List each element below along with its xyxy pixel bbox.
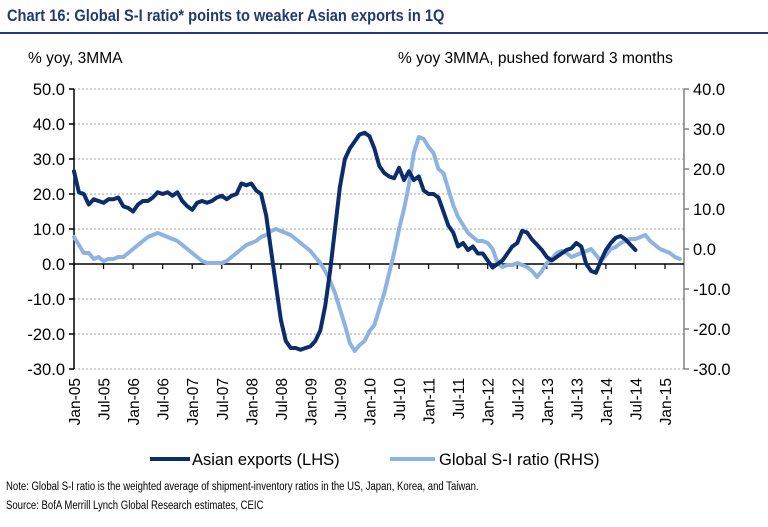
left-axis-tick-label: -30.0	[27, 361, 65, 379]
left-axis-unit-label: % yoy, 3MMA	[28, 50, 123, 67]
right-axis-tick-label: -10.0	[693, 281, 731, 299]
right-axis-tick-label: 40.0	[693, 81, 725, 99]
legend-label: Global S-I ratio (RHS)	[439, 451, 599, 469]
title-underline	[0, 32, 768, 34]
right-axis-unit-label: % yoy 3MMA, pushed forward 3 months	[398, 50, 673, 67]
x-axis-tick-label: Jan-11	[422, 378, 439, 424]
right-axis-tick-label: 0.0	[693, 241, 716, 259]
chart-source: Source: BofA Merrill Lynch Global Resear…	[6, 500, 264, 512]
x-axis-tick-label: Jan-08	[244, 378, 261, 425]
chart-svg: 50.0 40.0 30.0 20.0 10.0 0.0 -10.0 -20.0 -30.0 40…	[27, 81, 730, 469]
chart-note: Note: Global S-I ratio is the weighted a…	[6, 481, 479, 493]
right-axis-tick-label: -30.0	[693, 361, 731, 379]
right-axis-tick-label: 30.0	[693, 121, 725, 139]
x-axis-tick-label: Jan-15	[658, 378, 675, 425]
chart-title: Chart 16: Global S-I ratio* points to we…	[7, 6, 445, 25]
x-axis-tick-label: Jul-12	[510, 378, 527, 420]
x-axis-tick-label: Jul-14	[628, 378, 645, 421]
left-axis-tick-label: -20.0	[27, 326, 65, 344]
x-axis-tick-label: Jan-07	[185, 378, 202, 425]
x-axis-tick-label: Jul-06	[156, 378, 173, 420]
left-axis-tick-label: 40.0	[33, 116, 65, 134]
x-axis-tick-label: Jan-14	[599, 378, 616, 426]
left-axis-tick-label: 50.0	[33, 81, 65, 99]
left-axis-tick-label: 30.0	[33, 151, 65, 169]
x-axis-tick-label: Jan-09	[303, 378, 320, 425]
left-axis-tick-label: 20.0	[33, 186, 65, 204]
right-axis-tick-label: -20.0	[693, 321, 731, 339]
legend: Asian exports (LHS) Global S-I ratio (RHS…	[150, 451, 599, 469]
series-lines	[72, 130, 682, 353]
right-axis-tick-label: 10.0	[693, 201, 725, 219]
x-axis-tick-label: Jan-12	[481, 378, 498, 425]
x-axis-tick-label: Jul-09	[333, 378, 350, 420]
left-axis-tick-label: 10.0	[33, 221, 65, 239]
x-axis-tick-label: Jul-07	[215, 378, 232, 420]
x-axis-tick-label: Jul-11	[451, 378, 468, 419]
gridlines	[74, 88, 684, 370]
right-axis-tick-label: 20.0	[693, 161, 725, 179]
series-line-global-si-ratio	[72, 135, 682, 353]
x-axis-tick-label: Jan-05	[67, 378, 84, 425]
x-axis-tick-label: Jul-08	[274, 378, 291, 420]
axes: 50.0 40.0 30.0 20.0 10.0 0.0 -10.0 -20.0 -30.0 40…	[27, 81, 730, 425]
series-line-asian-exports	[72, 130, 638, 352]
x-axis-tick-label: Jan-13	[540, 378, 557, 425]
x-axis-tick-label: Jul-05	[97, 378, 114, 420]
left-axis-tick-label: -10.0	[27, 291, 65, 309]
legend-label: Asian exports (LHS)	[192, 451, 340, 469]
x-axis-tick-label: Jul-13	[569, 378, 586, 420]
left-axis-tick-label: 0.0	[42, 256, 65, 274]
x-axis-tick-label: Jul-10	[392, 378, 409, 421]
x-axis-tick-label: Jan-06	[126, 378, 143, 425]
x-axis-tick-label: Jan-10	[363, 378, 380, 426]
